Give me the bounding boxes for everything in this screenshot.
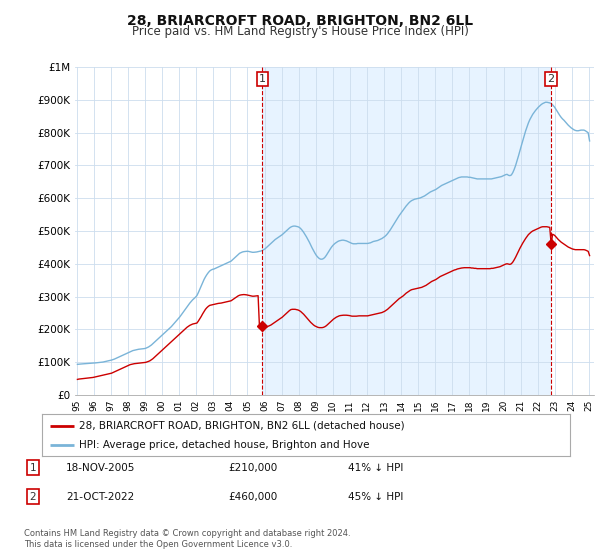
Text: Price paid vs. HM Land Registry's House Price Index (HPI): Price paid vs. HM Land Registry's House … [131, 25, 469, 38]
Bar [262, 67, 551, 395]
Text: 1: 1 [29, 463, 37, 473]
Text: £210,000: £210,000 [228, 463, 277, 473]
Text: Contains HM Land Registry data © Crown copyright and database right 2024.
This d: Contains HM Land Registry data © Crown c… [24, 529, 350, 549]
Text: 2: 2 [548, 74, 555, 84]
Text: 18-NOV-2005: 18-NOV-2005 [66, 463, 136, 473]
Text: 45% ↓ HPI: 45% ↓ HPI [348, 492, 403, 502]
Text: 2: 2 [29, 492, 37, 502]
Text: £460,000: £460,000 [228, 492, 277, 502]
Text: 1: 1 [259, 74, 266, 84]
Text: 28, BRIARCROFT ROAD, BRIGHTON, BN2 6LL (detached house): 28, BRIARCROFT ROAD, BRIGHTON, BN2 6LL (… [79, 421, 404, 431]
Text: 28, BRIARCROFT ROAD, BRIGHTON, BN2 6LL: 28, BRIARCROFT ROAD, BRIGHTON, BN2 6LL [127, 14, 473, 28]
Text: 21-OCT-2022: 21-OCT-2022 [66, 492, 134, 502]
Text: HPI: Average price, detached house, Brighton and Hove: HPI: Average price, detached house, Brig… [79, 440, 370, 450]
Text: 41% ↓ HPI: 41% ↓ HPI [348, 463, 403, 473]
